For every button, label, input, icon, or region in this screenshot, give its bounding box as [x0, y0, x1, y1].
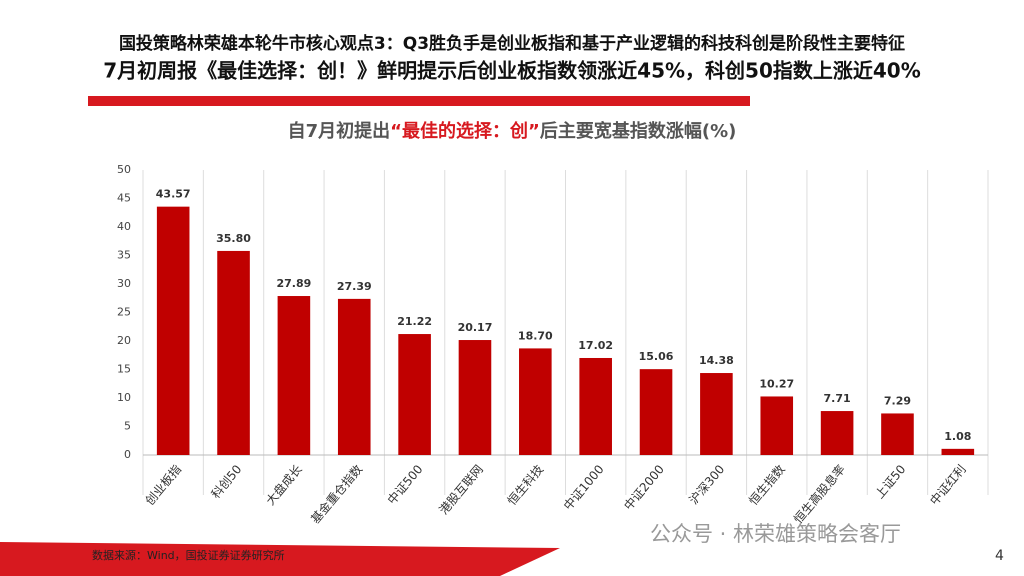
- value-label: 20.17: [458, 321, 493, 334]
- bar: [156, 206, 190, 455]
- chart-title-part: 后主要宽基指数涨幅(%): [540, 120, 737, 142]
- bar: [881, 413, 914, 455]
- x-tick-label: 大盘成长: [263, 462, 305, 508]
- y-tick-label: 0: [124, 448, 131, 461]
- header-line1: 国投策略林荣雄本轮牛市核心观点3：Q3胜负手是创业板指和基于产业逻辑的科技科创是…: [119, 33, 905, 54]
- bar: [700, 373, 733, 455]
- footer-stripe: [0, 542, 560, 576]
- value-label: 21.22: [397, 315, 432, 328]
- value-label: 7.29: [884, 394, 911, 407]
- bar: [760, 396, 794, 455]
- bar: [519, 348, 552, 455]
- value-label: 14.38: [699, 354, 734, 367]
- source-note: 数据来源：Wind，国投证券证券研究所: [92, 548, 285, 562]
- bar: [820, 411, 854, 455]
- x-tick-label: 中证1000: [560, 462, 607, 513]
- value-label: 10.27: [759, 377, 794, 390]
- x-tick-label: 港股互联网: [437, 462, 486, 517]
- x-tick-label: 基金重仓指数: [307, 462, 365, 527]
- x-tick-label: 中证500: [384, 462, 426, 508]
- value-label: 27.89: [276, 277, 311, 290]
- page-number: 4: [995, 548, 1004, 564]
- chart-title: 自7月初提出“最佳的选择：创”后主要宽基指数涨幅(%): [288, 120, 737, 142]
- x-tick-label: 恒生高股息率: [790, 462, 848, 527]
- y-tick-label: 40: [117, 220, 131, 233]
- x-tick-label: 中证红利: [926, 462, 968, 508]
- plot: 0 5 10 15 20 25 30 35 40 45 50 43.57 创业板指 35.80 科创50 27…: [117, 163, 989, 527]
- x-tick-label: 上证50: [872, 462, 908, 501]
- y-tick-label: 25: [117, 306, 131, 319]
- chart-title-part: 自7月初提出: [288, 120, 391, 142]
- bar: [337, 298, 371, 455]
- bar: [458, 340, 492, 455]
- chart-title-highlight: “最佳的选择：创”: [390, 120, 540, 142]
- value-label: 27.39: [337, 280, 372, 293]
- x-tick-label: 中证2000: [620, 462, 667, 513]
- value-label: 18.70: [518, 329, 553, 342]
- value-label: 15.06: [639, 350, 674, 363]
- y-tick-label: 45: [117, 192, 131, 205]
- y-tick-label: 35: [117, 249, 131, 262]
- x-tick-label: 创业板指: [142, 462, 184, 508]
- bar: [277, 296, 311, 455]
- y-tick-label: 30: [117, 277, 131, 290]
- bar: [941, 448, 975, 455]
- y-tick-label: 10: [117, 391, 131, 404]
- header-line2: 7月初周报《最佳选择：创！》鲜明提示后创业板指数领涨近45%，科创50指数上涨近…: [103, 59, 921, 83]
- bar: [217, 250, 250, 455]
- x-tick-label: 沪深300: [686, 462, 727, 507]
- y-tick-label: 15: [117, 363, 131, 376]
- value-label: 1.08: [944, 430, 971, 443]
- value-label: 43.57: [156, 188, 191, 201]
- watermark: 公众号 · 林荣雄策略会客厅: [650, 522, 901, 546]
- value-label: 7.71: [824, 392, 851, 405]
- bar: [398, 334, 431, 455]
- value-label: 17.02: [578, 339, 613, 352]
- x-tick-label: 科创50: [209, 462, 245, 501]
- value-label: 35.80: [216, 232, 251, 245]
- bar: [579, 357, 612, 455]
- bar: [639, 369, 673, 455]
- y-tick-label: 20: [117, 334, 131, 347]
- y-tick-label: 50: [117, 163, 131, 176]
- x-tick-label: 恒生指数: [745, 462, 787, 508]
- x-tick-label: 恒生科技: [505, 462, 547, 508]
- header-bar: [88, 96, 750, 106]
- y-tick-label: 5: [124, 420, 131, 433]
